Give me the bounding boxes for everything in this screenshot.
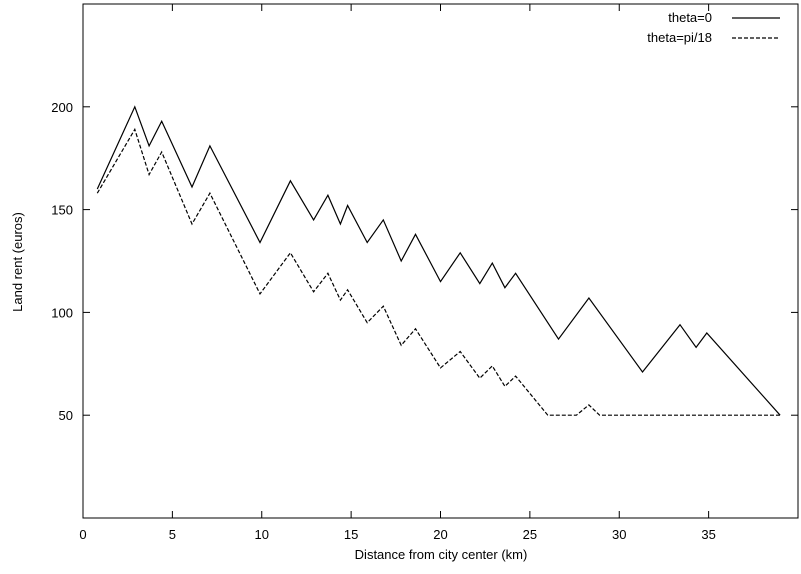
plot-frame: [82, 3, 799, 519]
y-tick-label: 150: [51, 203, 73, 218]
series-layer: [96, 105, 781, 416]
x-tick-label: 35: [701, 527, 715, 542]
series-line-theta-pi-18: [96, 127, 781, 416]
x-tick-label: 0: [79, 527, 86, 542]
legend: theta=0 theta=pi/18: [647, 10, 780, 45]
legend-label-theta-0: theta=0: [668, 10, 712, 25]
x-axis-ticks: 0 5 10 15 20 25 30 35: [79, 4, 716, 542]
x-tick-label: 15: [344, 527, 358, 542]
y-tick-label: 100: [51, 305, 73, 320]
x-axis-label: Distance from city center (km): [355, 547, 528, 562]
x-tick-label: 10: [255, 527, 269, 542]
series-line-theta-0: [96, 105, 781, 416]
y-axis-label: Land rent (euros): [10, 212, 25, 312]
plot-border: [82, 3, 799, 519]
x-tick-label: 30: [612, 527, 626, 542]
x-tick-label: 20: [433, 527, 447, 542]
x-tick-label: 5: [169, 527, 176, 542]
y-tick-label: 50: [59, 408, 73, 423]
y-tick-label: 200: [51, 100, 73, 115]
x-tick-label: 25: [523, 527, 537, 542]
legend-label-theta-pi-18: theta=pi/18: [647, 30, 712, 45]
y-axis-ticks: 50 100 150 200: [51, 100, 798, 423]
